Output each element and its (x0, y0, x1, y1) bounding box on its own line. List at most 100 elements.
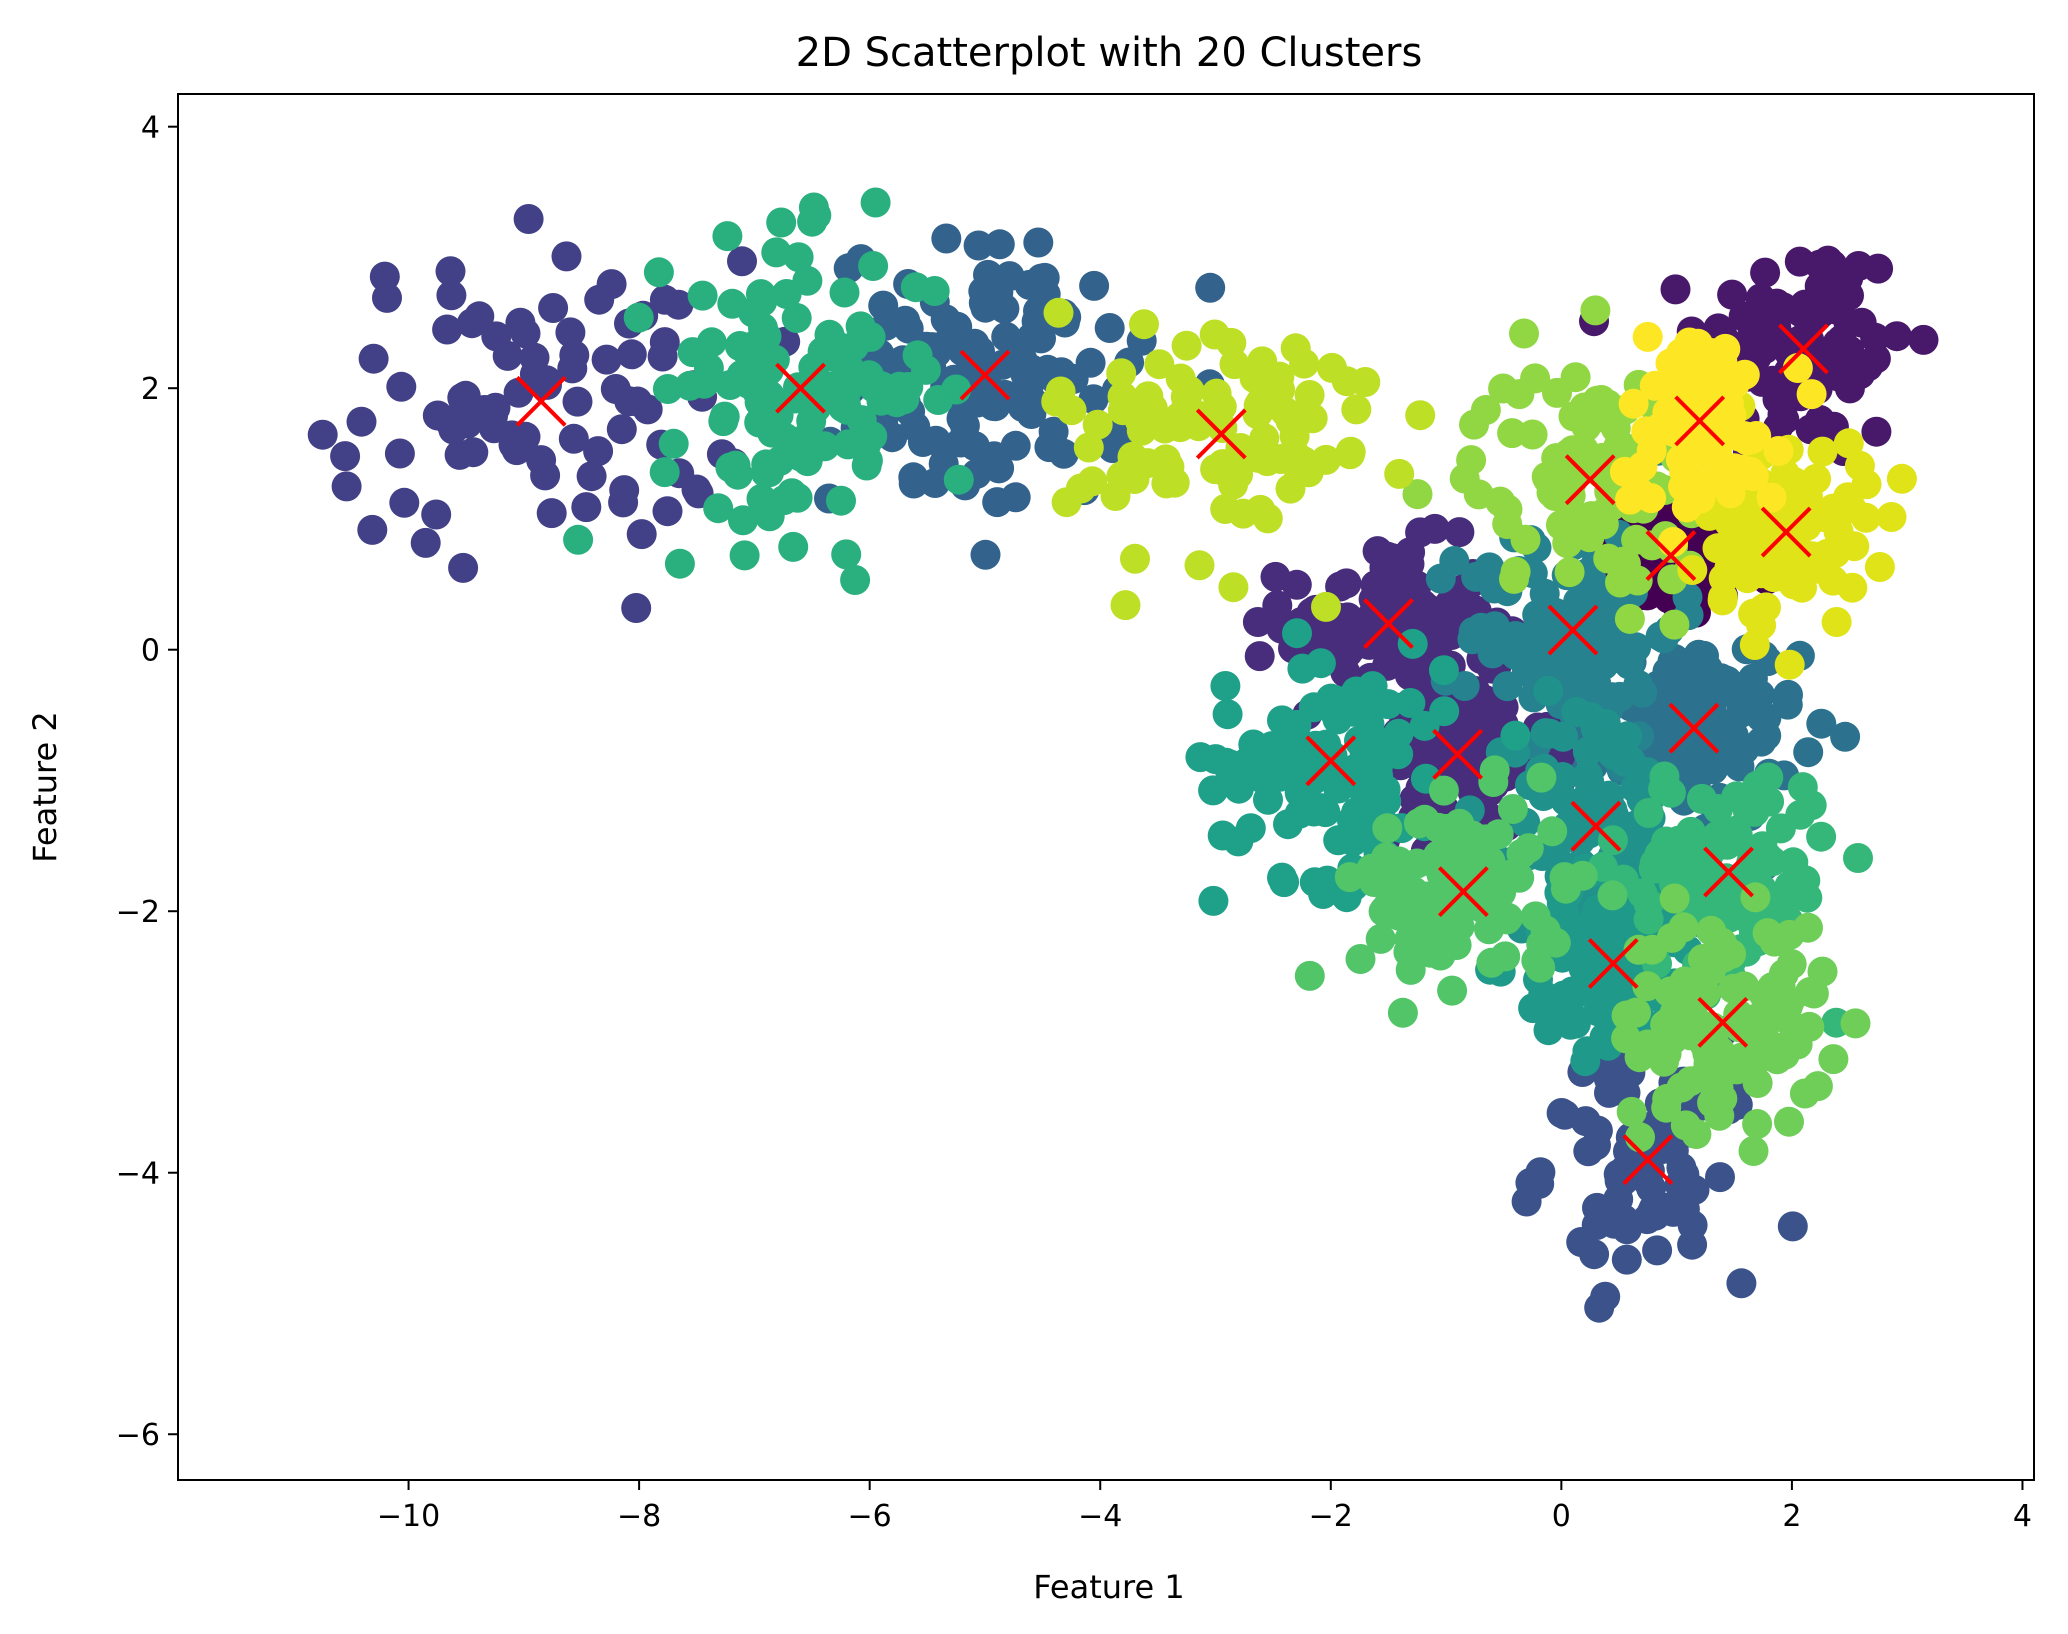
cluster-16-point (1659, 883, 1690, 914)
centroid-9-marker (1547, 604, 1599, 656)
cluster-20-point (1638, 417, 1669, 448)
cluster-16-point (1794, 1011, 1825, 1042)
cluster-4-point (621, 593, 652, 623)
cluster-18-point (1350, 367, 1381, 397)
cluster-4-point (536, 498, 567, 529)
cluster-19-point (1739, 630, 1770, 660)
cluster-18-point (1219, 349, 1250, 380)
cluster-15-point (1345, 944, 1376, 974)
centroid-19-marker (1760, 506, 1812, 558)
cluster-13-point (943, 464, 974, 495)
cluster-17-point (1580, 295, 1611, 326)
cluster-4-point (562, 386, 593, 417)
cluster-13-point (923, 385, 954, 415)
plot-area-frame (177, 93, 2035, 1481)
cluster-14-point (1722, 819, 1753, 850)
cluster-19-point (1820, 538, 1851, 569)
cluster-15-point (1478, 767, 1509, 797)
cluster-15-point (1420, 885, 1451, 915)
cluster-20-point (1735, 456, 1766, 487)
cluster-17-point (1560, 362, 1591, 393)
cluster-19-point (1763, 522, 1793, 553)
cluster-20-point (1763, 436, 1794, 466)
cluster-19-point (1821, 607, 1852, 637)
cluster-5-point (1579, 1239, 1610, 1270)
cluster-16-point (1632, 971, 1663, 1002)
cluster-20-point (1716, 400, 1747, 430)
cluster-18-point (1043, 297, 1074, 328)
cluster-9-point (1466, 612, 1497, 643)
cluster-6-point (1075, 347, 1106, 378)
cluster-13-point (827, 392, 858, 423)
cluster-2-point (1813, 245, 1843, 276)
cluster-12-point (1428, 655, 1459, 686)
cluster-11-point (1572, 1036, 1603, 1067)
cluster-13-point (643, 257, 674, 288)
cluster-20-point (1710, 333, 1741, 364)
cluster-7-point (1647, 712, 1678, 743)
cluster-20-point (1702, 427, 1733, 458)
cluster-19-point (1706, 533, 1737, 564)
cluster-5-point (1611, 1244, 1642, 1275)
cluster-7-point (1734, 691, 1765, 722)
cluster-8-point (1445, 728, 1476, 759)
cluster-13-point (748, 313, 778, 343)
cluster-18-point (1288, 398, 1319, 429)
cluster-2-point (1717, 279, 1748, 310)
centroid-14-marker (1703, 846, 1754, 898)
cluster-17-point (1552, 528, 1583, 559)
cluster-18-point (1201, 378, 1232, 409)
cluster-13-point (833, 429, 863, 460)
cluster-20-point (1736, 424, 1767, 455)
cluster-2-point (1789, 289, 1820, 320)
cluster-13-point (860, 187, 891, 218)
cluster-16-point (1625, 1122, 1655, 1153)
cluster-19-point (1731, 542, 1762, 573)
cluster-9-point (1592, 637, 1623, 668)
cluster-15-point (1359, 867, 1389, 897)
cluster-10-point (1547, 762, 1578, 792)
cluster-4-point (357, 514, 388, 545)
cluster-16-point (1742, 1068, 1773, 1098)
cluster-2-point (1819, 294, 1850, 325)
cluster-4-point (606, 414, 637, 445)
cluster-15-point (1380, 885, 1411, 916)
cluster-12-point (1273, 809, 1303, 840)
cluster-7-point (1719, 734, 1750, 765)
cluster-4-point (330, 441, 361, 472)
cluster-15-point (1475, 846, 1506, 877)
cluster-20-point (1707, 364, 1738, 395)
cluster-16-point (1789, 1078, 1820, 1109)
x-tick-label: 0 (1552, 1499, 1571, 1534)
cluster-17-point (1510, 524, 1541, 555)
cluster-18-point (1317, 352, 1347, 383)
cluster-6-point (987, 349, 1018, 380)
cluster-18-point (1311, 444, 1341, 475)
cluster-6-point (984, 453, 1015, 484)
cluster-4-point (307, 419, 338, 450)
cluster-13-point (732, 336, 763, 367)
cluster-6-point (1023, 227, 1054, 258)
centroid-2-marker (1778, 323, 1829, 375)
cluster-2-point (1834, 373, 1865, 404)
cluster-20-point (1796, 379, 1827, 410)
cluster-4-point (616, 339, 647, 370)
cluster-12-point (1214, 753, 1245, 784)
cluster-6-point (973, 259, 1003, 290)
cluster-10-point (1572, 760, 1603, 791)
cluster-5-point (1636, 1173, 1667, 1204)
cluster-15-point (1491, 904, 1522, 935)
cluster-2-point (1750, 257, 1781, 288)
chart-title: 2D Scatterplot with 20 Clusters (796, 30, 1423, 76)
cluster-13-point (781, 303, 812, 333)
y-tick-label: −2 (116, 895, 160, 930)
cluster-16-point (1718, 973, 1749, 1004)
cluster-11-point (1555, 1009, 1586, 1040)
cluster-13-point (893, 372, 924, 402)
centroid-17-marker (1564, 454, 1616, 506)
cluster-5-point (1599, 1208, 1629, 1239)
x-tick-label: −2 (1309, 1499, 1353, 1534)
cluster-15-point (1597, 880, 1628, 911)
cluster-15-point (1445, 846, 1476, 877)
cluster-13-point (798, 192, 829, 223)
